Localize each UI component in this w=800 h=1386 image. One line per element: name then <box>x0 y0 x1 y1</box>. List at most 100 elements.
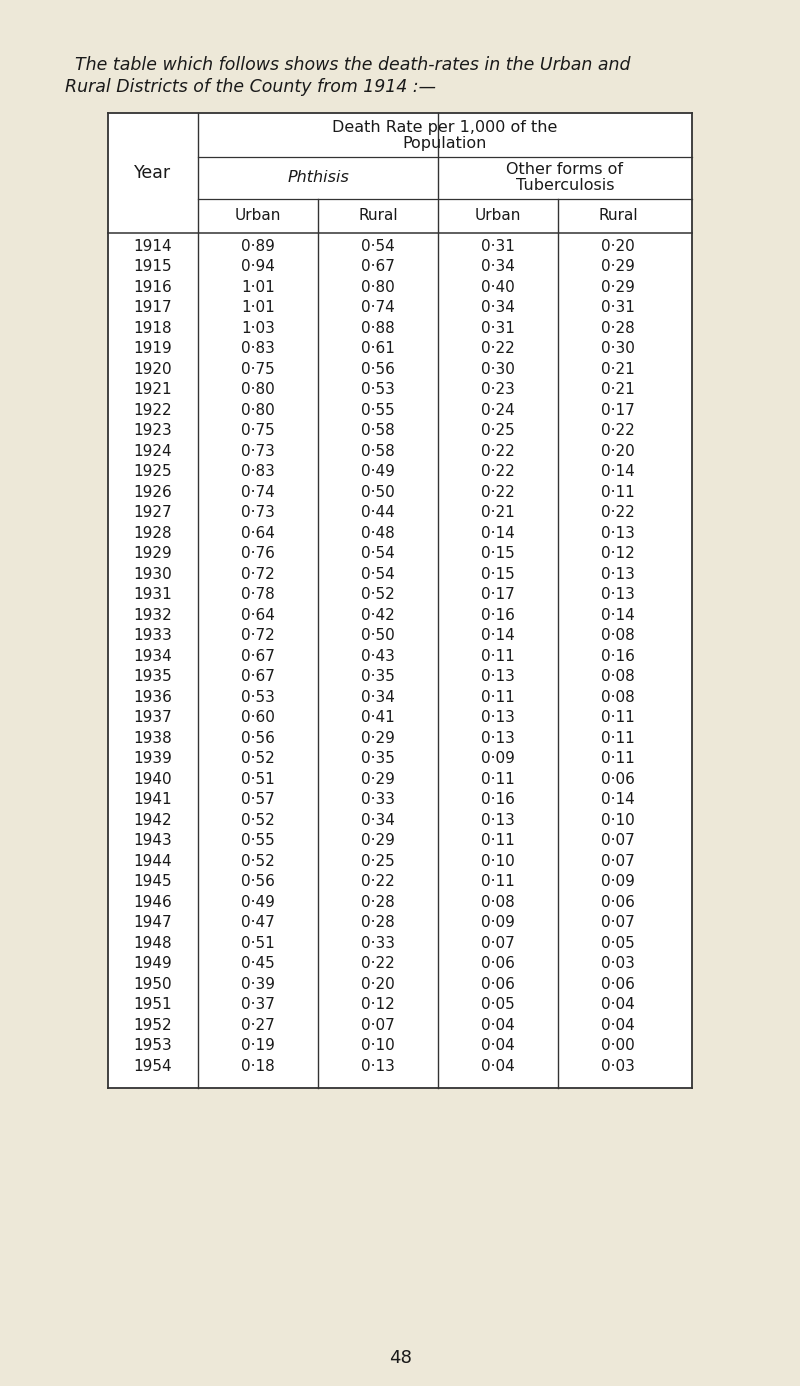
Text: 0·10: 0·10 <box>361 1038 395 1053</box>
Text: 0·49: 0·49 <box>241 895 275 909</box>
Text: 0·30: 0·30 <box>601 341 635 356</box>
Text: 0·52: 0·52 <box>361 588 395 603</box>
Text: 1944: 1944 <box>134 854 172 869</box>
Text: 1931: 1931 <box>134 588 172 603</box>
Text: 0·29: 0·29 <box>361 730 395 746</box>
Text: Urban: Urban <box>235 208 281 223</box>
Text: 0·73: 0·73 <box>241 444 275 459</box>
Text: 0·21: 0·21 <box>601 362 635 377</box>
Text: 0·64: 0·64 <box>241 607 275 622</box>
Text: 0·04: 0·04 <box>481 1017 515 1033</box>
Text: 0·04: 0·04 <box>601 998 635 1012</box>
Text: 1932: 1932 <box>134 607 172 622</box>
Text: 0·13: 0·13 <box>481 730 515 746</box>
Text: 0·11: 0·11 <box>481 772 515 787</box>
Text: 0·89: 0·89 <box>241 238 275 254</box>
Text: 1922: 1922 <box>134 403 172 417</box>
Text: 0·48: 0·48 <box>361 525 395 541</box>
Text: 0·11: 0·11 <box>481 833 515 848</box>
Text: 0·43: 0·43 <box>361 649 395 664</box>
Text: 0·04: 0·04 <box>481 1059 515 1074</box>
Text: 0·06: 0·06 <box>601 772 635 787</box>
Text: 1943: 1943 <box>134 833 172 848</box>
Text: 0·29: 0·29 <box>601 259 635 274</box>
Text: 0·67: 0·67 <box>361 259 395 274</box>
Text: 0·29: 0·29 <box>361 833 395 848</box>
Text: 0·60: 0·60 <box>241 710 275 725</box>
Text: 0·49: 0·49 <box>361 464 395 480</box>
Text: 0·31: 0·31 <box>601 301 635 315</box>
Text: 0·57: 0·57 <box>241 793 275 807</box>
Text: 0·94: 0·94 <box>241 259 275 274</box>
Text: 1914: 1914 <box>134 238 172 254</box>
Text: 1950: 1950 <box>134 977 172 992</box>
Text: 0·34: 0·34 <box>481 259 515 274</box>
Text: 0·56: 0·56 <box>361 362 395 377</box>
Text: 0·56: 0·56 <box>241 875 275 890</box>
Text: 0·67: 0·67 <box>241 649 275 664</box>
Text: 0·35: 0·35 <box>361 751 395 766</box>
Text: 1929: 1929 <box>134 546 172 561</box>
Text: 0·14: 0·14 <box>601 464 635 480</box>
Text: 1917: 1917 <box>134 301 172 315</box>
Text: 0·42: 0·42 <box>361 607 395 622</box>
Text: Tuberculosis: Tuberculosis <box>516 177 614 193</box>
Text: 0·51: 0·51 <box>241 936 275 951</box>
Text: 0·28: 0·28 <box>601 320 635 335</box>
Text: 0·80: 0·80 <box>361 280 395 295</box>
Text: 0·11: 0·11 <box>601 730 635 746</box>
Text: 0·14: 0·14 <box>601 607 635 622</box>
Text: 1·03: 1·03 <box>241 320 275 335</box>
Text: 0·37: 0·37 <box>241 998 275 1012</box>
Text: 0·61: 0·61 <box>361 341 395 356</box>
Text: Phthisis: Phthisis <box>287 170 349 186</box>
Text: 0·09: 0·09 <box>481 915 515 930</box>
Text: 1937: 1937 <box>134 710 172 725</box>
Text: Rural Districts of the County from 1914 :—: Rural Districts of the County from 1914 … <box>65 78 436 96</box>
Text: 0·52: 0·52 <box>241 751 275 766</box>
Text: 0·12: 0·12 <box>361 998 395 1012</box>
Text: 0·14: 0·14 <box>481 628 515 643</box>
Text: 1947: 1947 <box>134 915 172 930</box>
Text: 0·28: 0·28 <box>361 915 395 930</box>
Text: 0·50: 0·50 <box>361 628 395 643</box>
Text: 0·05: 0·05 <box>601 936 635 951</box>
Text: 1935: 1935 <box>134 669 172 685</box>
Text: 0·50: 0·50 <box>361 485 395 500</box>
Text: 0·45: 0·45 <box>241 956 275 972</box>
Text: 0·55: 0·55 <box>241 833 275 848</box>
Text: 0·04: 0·04 <box>601 1017 635 1033</box>
Text: 0·13: 0·13 <box>601 567 635 582</box>
Text: 0·75: 0·75 <box>241 362 275 377</box>
Text: 0·22: 0·22 <box>481 464 515 480</box>
Text: 0·13: 0·13 <box>481 710 515 725</box>
Text: 0·22: 0·22 <box>361 956 395 972</box>
Text: 0·06: 0·06 <box>601 977 635 992</box>
Text: 0·17: 0·17 <box>601 403 635 417</box>
Text: 0·13: 0·13 <box>481 669 515 685</box>
Text: 0·76: 0·76 <box>241 546 275 561</box>
Text: 0·11: 0·11 <box>481 690 515 704</box>
Text: 1939: 1939 <box>134 751 173 766</box>
Text: 1938: 1938 <box>134 730 172 746</box>
Text: 0·67: 0·67 <box>241 669 275 685</box>
Text: 0·74: 0·74 <box>241 485 275 500</box>
Text: 0·47: 0·47 <box>241 915 275 930</box>
Text: 0·00: 0·00 <box>601 1038 635 1053</box>
Text: 0·51: 0·51 <box>241 772 275 787</box>
Text: 0·22: 0·22 <box>481 341 515 356</box>
Text: 0·72: 0·72 <box>241 567 275 582</box>
Text: 0·11: 0·11 <box>601 485 635 500</box>
Text: 0·11: 0·11 <box>481 649 515 664</box>
Bar <box>108 114 692 1088</box>
Text: 1918: 1918 <box>134 320 172 335</box>
Text: 0·09: 0·09 <box>601 875 635 890</box>
Text: 1925: 1925 <box>134 464 172 480</box>
Text: 0·25: 0·25 <box>361 854 395 869</box>
Text: 1940: 1940 <box>134 772 172 787</box>
Text: 1953: 1953 <box>134 1038 172 1053</box>
Text: 0·40: 0·40 <box>481 280 515 295</box>
Text: 0·73: 0·73 <box>241 506 275 520</box>
Text: 1923: 1923 <box>134 423 172 438</box>
Text: 0·58: 0·58 <box>361 444 395 459</box>
